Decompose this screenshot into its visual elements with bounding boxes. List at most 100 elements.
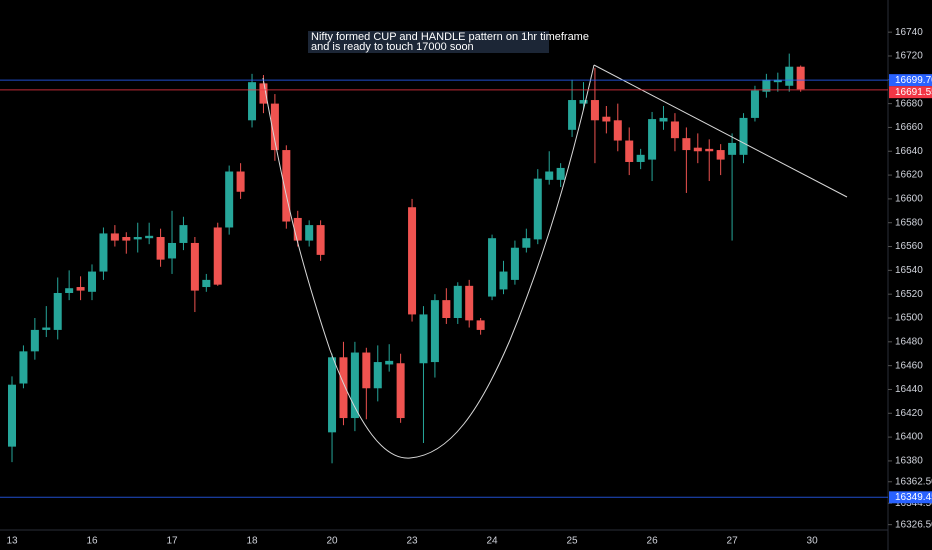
x-tick-label: 26 — [647, 536, 659, 547]
candle-body — [636, 154, 645, 162]
candle-body — [510, 247, 519, 280]
candle-body — [716, 150, 725, 160]
y-tick-label: 16380 — [895, 456, 923, 467]
y-tick-label: 16620 — [895, 170, 923, 181]
candle-body — [465, 285, 474, 321]
candle-body — [156, 237, 165, 260]
candle-body — [419, 314, 428, 364]
candle-body — [453, 285, 462, 318]
candle-body — [579, 100, 588, 104]
candle-body — [179, 225, 188, 243]
candle-body — [773, 79, 782, 83]
candle-body — [350, 352, 359, 419]
candle-body — [728, 142, 737, 155]
candle-body — [248, 82, 257, 121]
y-tick-label: 16440 — [895, 384, 923, 395]
candle-body — [270, 103, 279, 151]
candle-body — [122, 237, 131, 241]
candle-body — [53, 292, 62, 330]
price-label-box — [889, 86, 932, 99]
x-tick-label: 18 — [246, 536, 258, 547]
candle-body — [670, 121, 679, 139]
candle-body — [373, 362, 382, 389]
candle-body — [19, 351, 28, 384]
candle-body — [236, 171, 245, 192]
candle-body — [8, 384, 16, 447]
candle-body — [328, 357, 337, 433]
x-tick-label: 30 — [807, 536, 819, 547]
y-tick-label: 16480 — [895, 336, 923, 347]
x-tick-label: 23 — [406, 536, 418, 547]
price-label: 16699.70 — [895, 75, 932, 86]
annotation-line: and is ready to touch 17000 soon — [311, 41, 474, 53]
candle-body — [396, 363, 405, 419]
y-tick-label: 16560 — [895, 241, 923, 252]
candle-body — [556, 167, 565, 180]
x-tick-label: 20 — [326, 536, 338, 547]
cup-drawing — [262, 64, 595, 459]
y-tick-label: 16740 — [895, 27, 923, 38]
candle-body — [282, 150, 291, 222]
candle-body — [30, 329, 39, 352]
candle-body — [168, 242, 177, 259]
candle-body — [613, 120, 622, 141]
candle-body — [316, 225, 325, 255]
y-tick-label: 16420 — [895, 408, 923, 419]
candle-body — [522, 238, 531, 248]
candle-body — [42, 327, 51, 330]
candle-body — [145, 235, 154, 239]
x-tick-label: 24 — [486, 536, 498, 547]
candle-body — [796, 66, 805, 90]
candle-body — [750, 90, 759, 118]
candle-body — [202, 279, 211, 288]
candle-body — [648, 119, 657, 160]
candle-body — [682, 138, 691, 151]
x-tick-label: 13 — [6, 536, 18, 547]
y-tick-label: 16520 — [895, 289, 923, 300]
candle-body — [739, 117, 748, 155]
price-label: 16691.55 — [895, 87, 932, 98]
y-tick-label: 16344.50 — [895, 498, 932, 509]
x-tick-label: 16 — [86, 536, 98, 547]
x-tick-label: 17 — [166, 536, 178, 547]
candle-body — [762, 79, 771, 92]
price-label: 16349.45 — [895, 492, 932, 503]
y-tick-label: 16600 — [895, 194, 923, 205]
candle-body — [568, 100, 577, 130]
y-tick-label: 16326.50 — [895, 519, 932, 530]
y-tick-label: 16460 — [895, 360, 923, 371]
candle-body — [133, 237, 142, 240]
candle-body — [339, 357, 348, 419]
x-tick-label: 27 — [727, 536, 739, 547]
annotation-box — [308, 31, 549, 53]
candle-body — [385, 360, 394, 365]
candle-body — [362, 352, 371, 389]
candle-body — [533, 178, 542, 240]
y-tick-label: 16580 — [895, 217, 923, 228]
price-label-box — [889, 491, 932, 504]
candle-body — [693, 147, 702, 152]
candle-body — [430, 300, 439, 363]
candle-body — [785, 66, 794, 86]
candle-body — [88, 271, 97, 292]
y-tick-label: 16660 — [895, 122, 923, 133]
candle-body — [110, 233, 119, 241]
candle-body — [293, 217, 302, 241]
candle-body — [590, 100, 599, 121]
candle-body — [408, 207, 417, 315]
y-tick-label: 16400 — [895, 432, 923, 443]
candle-body — [190, 242, 199, 291]
plot-area — [8, 53, 805, 464]
price-label-box — [889, 74, 932, 87]
y-tick-label: 16362.50 — [895, 476, 932, 487]
y-tick-label: 16720 — [895, 51, 923, 62]
candle-body — [213, 227, 222, 285]
candle-body — [545, 171, 554, 180]
candle-body — [225, 171, 234, 228]
candle-body — [99, 233, 108, 272]
candle-body — [488, 238, 497, 297]
candle-body — [65, 288, 74, 293]
y-tick-label: 16500 — [895, 313, 923, 324]
candle-body — [442, 300, 451, 318]
